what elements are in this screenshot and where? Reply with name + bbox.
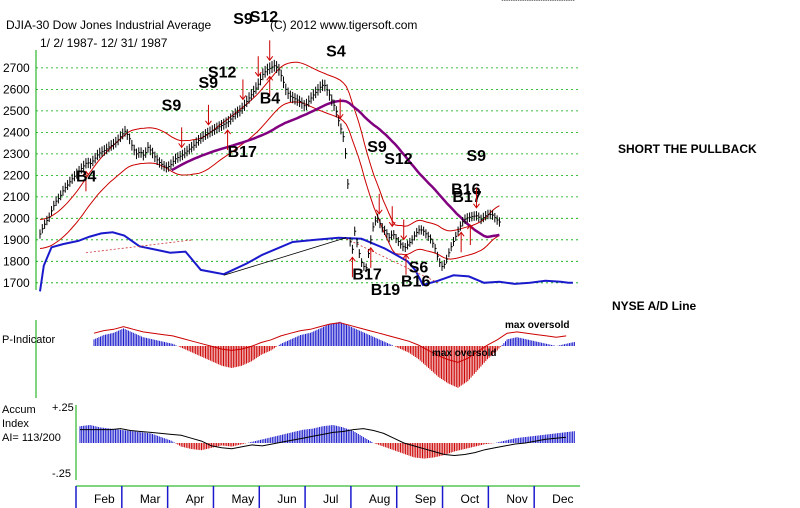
- signal-arrowhead: [224, 129, 231, 135]
- signal-arrowhead: [388, 221, 396, 228]
- signal-marks: B4S9S9S12S9S12B17B4S4S9S12B17B19S6B16B16…: [76, 9, 486, 299]
- signal-arrowhead: [254, 71, 262, 78]
- y-tick-label: 2300: [3, 147, 30, 161]
- signal-arrowhead: [205, 120, 212, 126]
- month-label: Oct: [461, 492, 480, 506]
- month-axis: Feb Mar Apr May Jun Jul Aug Sep Oct Nov Dec: [75, 486, 574, 508]
- signal-arrowhead: [457, 231, 465, 237]
- y-tick-label: 2400: [3, 125, 30, 139]
- signal-label: S9: [233, 11, 253, 28]
- signal-arrowhead: [349, 256, 356, 262]
- accum-top-tick: +.25: [52, 402, 74, 414]
- price-gridlines: [36, 67, 580, 284]
- signal-arrowhead: [473, 203, 480, 209]
- signal-label: B4: [76, 168, 97, 185]
- signal-label: S12: [208, 64, 237, 81]
- month-label: Aug: [369, 492, 390, 506]
- accum-bottom-tick: -.25: [52, 468, 71, 480]
- y-tick-label: 2600: [3, 82, 30, 96]
- p-indicator-bars: [93, 321, 575, 388]
- y-tick-labels: 2700 2600 2500 2400 2300 2200 2100 2000 1900 1800…: [3, 61, 30, 290]
- nyse-ad-line: [39, 231, 573, 292]
- ad-trendline: [223, 237, 347, 276]
- signal-arrowhead: [402, 253, 410, 260]
- chart-title: DJIA-30 Dow Jones Industrial Average: [6, 18, 212, 32]
- accum-index-bars: [79, 425, 575, 459]
- month-label: Jul: [323, 492, 338, 506]
- signal-label: S9: [162, 97, 182, 114]
- ad-dotted-trendline: [85, 238, 439, 284]
- signal-label: S12: [250, 9, 279, 26]
- short-the-pullback-note: SHORT THE PULLBACK: [618, 142, 757, 156]
- signal-label: B19: [371, 282, 400, 299]
- y-tick-label: 2700: [3, 61, 30, 75]
- signal-arrowhead: [375, 209, 383, 215]
- signal-arrowhead: [178, 143, 186, 149]
- signal-label: B17: [352, 266, 381, 283]
- signal-label: S4: [326, 43, 346, 60]
- signal-label: S9: [198, 75, 218, 92]
- y-tick-label: 2500: [3, 104, 30, 118]
- signal-label: S9: [466, 148, 486, 165]
- signal-arrowhead: [266, 56, 274, 62]
- signal-label: S6: [409, 260, 429, 277]
- signal-label: B16: [451, 181, 480, 198]
- ad-line-label: NYSE A/D Line: [612, 299, 697, 313]
- signal-arrowhead: [400, 235, 408, 241]
- y-tick-label: 1900: [3, 233, 30, 247]
- date-range: 1/ 2/ 1987- 12/ 31/ 1987: [40, 36, 168, 50]
- month-label: Nov: [506, 492, 527, 506]
- signal-label: B17: [452, 189, 481, 206]
- signal-arrowhead: [367, 246, 375, 253]
- y-tick-label: 2200: [3, 168, 30, 182]
- price-bars: [39, 0, 575, 273]
- month-label: Mar: [140, 492, 161, 506]
- accum-label-2: Index: [2, 418, 29, 430]
- signal-arrowhead: [466, 224, 474, 230]
- p-indicator-ma: [93, 322, 567, 363]
- signal-arrowhead: [336, 114, 344, 120]
- month-label: Sep: [415, 492, 437, 506]
- signal-arrowhead: [266, 75, 274, 81]
- signal-label: B16: [401, 274, 430, 291]
- month-label: Jun: [277, 492, 296, 506]
- accum-label-1: Accum: [2, 404, 36, 416]
- signal-arrowhead: [239, 95, 247, 101]
- accum-index-ma: [80, 428, 566, 457]
- max-oversold-note-1: max oversold: [432, 348, 496, 359]
- y-tick-label: 1700: [3, 276, 30, 290]
- y-tick-label: 2100: [3, 190, 30, 204]
- ma-65-line: [171, 99, 500, 239]
- signal-label: B17: [228, 144, 257, 161]
- month-label: May: [231, 492, 254, 506]
- lower-band: [39, 101, 500, 260]
- month-label: Feb: [94, 492, 115, 506]
- signal-label: B4: [260, 90, 281, 107]
- p-indicator-label: P-Indicator: [2, 334, 56, 346]
- copyright: (C) 2012 www.tigersoft.com: [270, 18, 417, 32]
- signal-label: S9: [367, 139, 387, 156]
- signal-arrowhead: [82, 170, 90, 176]
- y-tick-label: 2000: [3, 211, 30, 225]
- signal-label: S12: [384, 151, 413, 168]
- y-tick-label: 1800: [3, 254, 30, 268]
- max-oversold-note-2: max oversold: [505, 320, 569, 331]
- month-label: Apr: [186, 492, 205, 506]
- accum-label-3: AI= 113/200: [2, 432, 61, 444]
- month-label: Dec: [552, 492, 573, 506]
